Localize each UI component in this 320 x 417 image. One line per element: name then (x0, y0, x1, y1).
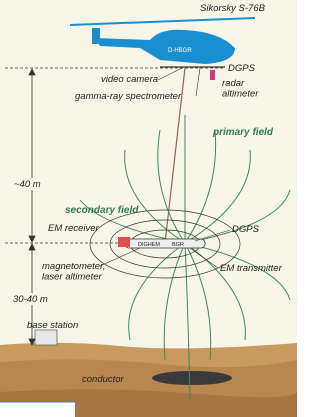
text-line: magnetometer, (42, 261, 105, 272)
em-transmitter-label: EM transmitter (220, 263, 283, 274)
em-receiver-box (118, 237, 130, 247)
text-line: laser altimeter (42, 271, 102, 282)
registration: D-HBGR (168, 48, 192, 54)
secondary-field-label: secondary field (65, 205, 139, 216)
base-station-label: base station (27, 320, 78, 331)
em-receiver-label: EM receiver (48, 223, 100, 234)
video-camera-label: video camera (101, 74, 158, 85)
radar-altimeter-unit (210, 70, 215, 80)
em-bird (125, 239, 205, 248)
primary-field-label: primary field (212, 127, 274, 138)
ground (0, 343, 297, 417)
bird-right-text: BGR (172, 242, 184, 248)
magnetometer-label: magnetometer,laser altimeter (42, 261, 105, 282)
dgps-top-label: DGPS (228, 63, 256, 74)
bird-left-text: DIGHEM (138, 242, 160, 248)
text-line: altimeter (222, 88, 259, 99)
conductor-body (152, 371, 232, 385)
aircraft-label: Sikorsky S-76B (200, 3, 266, 14)
height-upper: ~40 m (14, 179, 41, 190)
base-station-hut (35, 330, 57, 345)
gamma-label: gamma-ray spectrometer (75, 91, 182, 102)
text-line: radar (222, 78, 245, 89)
height-lower: 30-40 m (13, 294, 48, 305)
conductor-label: conductor (82, 374, 125, 385)
dgps-bird-label: DGPS (232, 224, 260, 235)
